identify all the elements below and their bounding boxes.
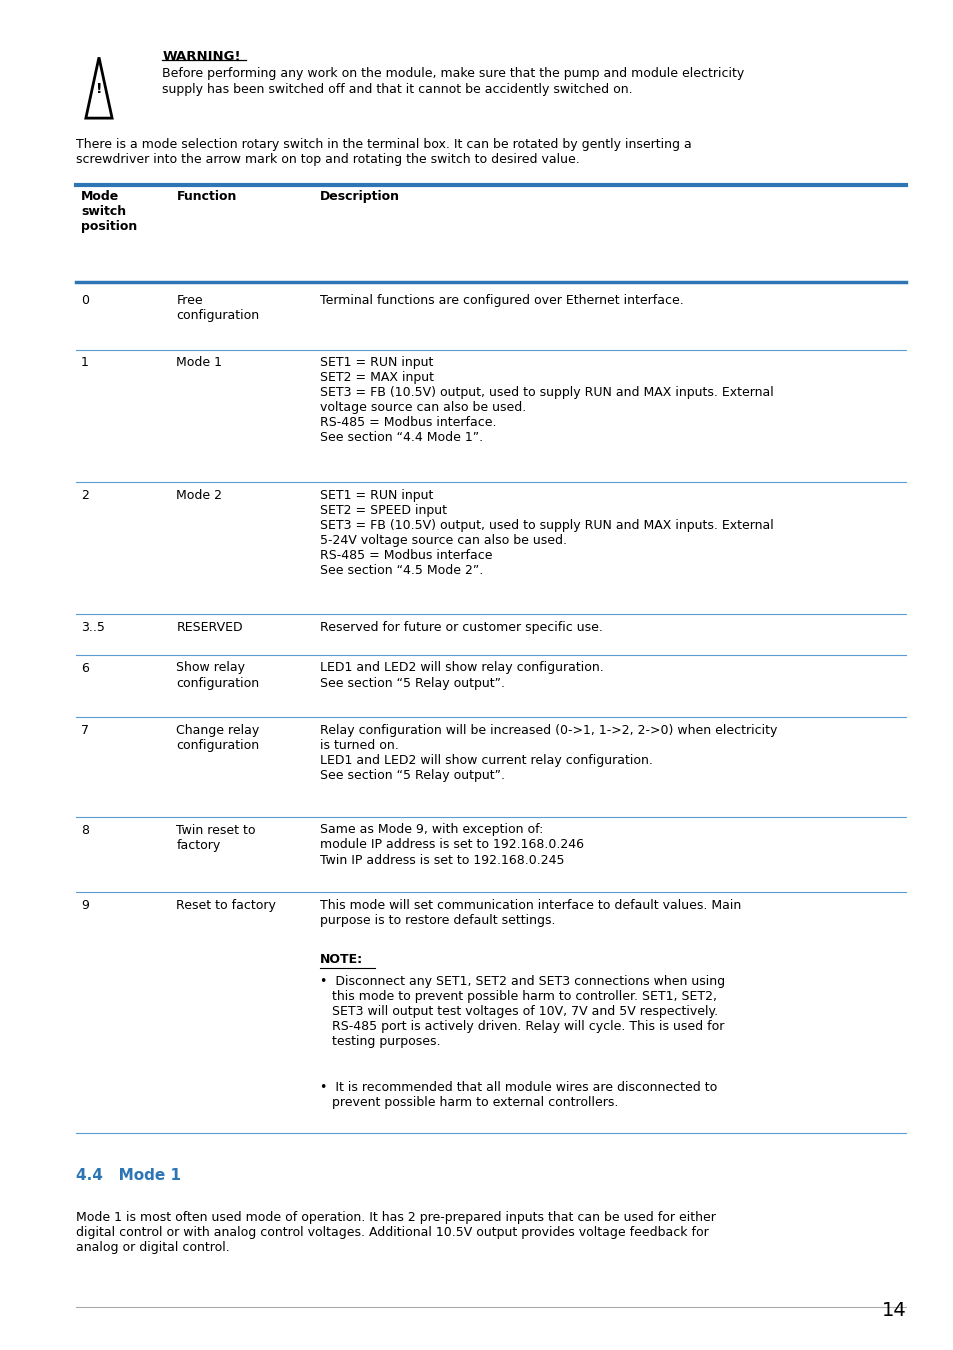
Text: LED1 and LED2 will show relay configuration.
See section “5 Relay output”.: LED1 and LED2 will show relay configurat… — [319, 662, 602, 690]
Text: 9: 9 — [81, 899, 89, 913]
Text: Description: Description — [319, 190, 399, 204]
Text: Show relay
configuration: Show relay configuration — [176, 662, 259, 690]
Text: SET1 = RUN input
SET2 = MAX input
SET3 = FB (10.5V) output, used to supply RUN a: SET1 = RUN input SET2 = MAX input SET3 =… — [319, 356, 773, 444]
Text: Free
configuration: Free configuration — [176, 294, 259, 323]
Text: 8: 8 — [81, 824, 89, 837]
Text: Mode 2: Mode 2 — [176, 489, 222, 502]
Text: Mode
switch
position: Mode switch position — [81, 190, 137, 234]
Text: There is a mode selection rotary switch in the terminal box. It can be rotated b: There is a mode selection rotary switch … — [76, 138, 691, 166]
Text: Mode 1: Mode 1 — [176, 356, 222, 370]
Text: 2: 2 — [81, 489, 89, 502]
Text: This mode will set communication interface to default values. Main
purpose is to: This mode will set communication interfa… — [319, 899, 740, 927]
Text: Same as Mode 9, with exception of:
module IP address is set to 192.168.0.246
Twi: Same as Mode 9, with exception of: modul… — [319, 824, 583, 867]
Text: 4.4   Mode 1: 4.4 Mode 1 — [76, 1168, 181, 1183]
Text: Reserved for future or customer specific use.: Reserved for future or customer specific… — [319, 621, 602, 634]
Text: !: ! — [95, 82, 102, 96]
Text: 1: 1 — [81, 356, 89, 370]
Text: SET1 = RUN input
SET2 = SPEED input
SET3 = FB (10.5V) output, used to supply RUN: SET1 = RUN input SET2 = SPEED input SET3… — [319, 489, 773, 576]
Text: 3..5: 3..5 — [81, 621, 105, 634]
Text: Reset to factory: Reset to factory — [176, 899, 276, 913]
Text: 0: 0 — [81, 294, 89, 308]
Text: Function: Function — [176, 190, 236, 204]
Text: 7: 7 — [81, 724, 89, 737]
Text: RESERVED: RESERVED — [176, 621, 243, 634]
Text: Terminal functions are configured over Ethernet interface.: Terminal functions are configured over E… — [319, 294, 682, 308]
Text: •  It is recommended that all module wires are disconnected to
   prevent possib: • It is recommended that all module wire… — [319, 1081, 716, 1110]
Text: Mode 1 is most often used mode of operation. It has 2 pre-prepared inputs that c: Mode 1 is most often used mode of operat… — [76, 1211, 716, 1254]
Text: Before performing any work on the module, make sure that the pump and module ele: Before performing any work on the module… — [162, 68, 743, 96]
Text: Change relay
configuration: Change relay configuration — [176, 724, 259, 752]
Text: Relay configuration will be increased (0->1, 1->2, 2->0) when electricity
is tur: Relay configuration will be increased (0… — [319, 724, 776, 782]
Text: Twin reset to
factory: Twin reset to factory — [176, 824, 255, 852]
Text: 6: 6 — [81, 662, 89, 675]
Text: WARNING!: WARNING! — [162, 50, 240, 63]
Text: •  Disconnect any SET1, SET2 and SET3 connections when using
   this mode to pre: • Disconnect any SET1, SET2 and SET3 con… — [319, 975, 724, 1048]
Text: 14: 14 — [881, 1301, 905, 1320]
Text: NOTE:: NOTE: — [319, 953, 362, 967]
